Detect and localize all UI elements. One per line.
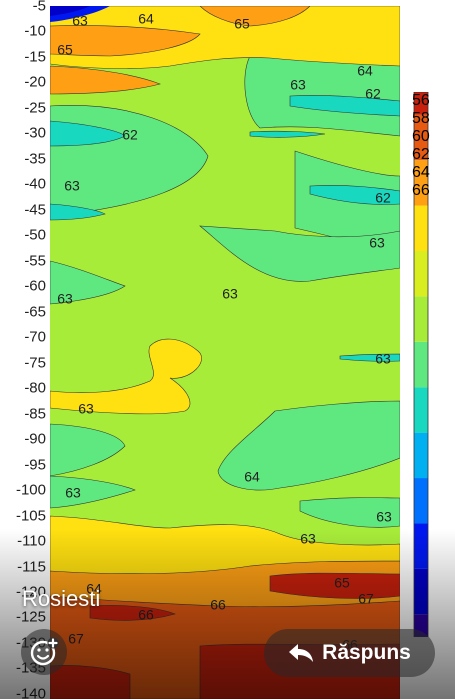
y-tick-label: -5 <box>32 0 46 15</box>
y-tick-label: -90 <box>24 430 46 448</box>
contour-label: 64 <box>357 63 373 79</box>
region-61-62 <box>339 353 400 362</box>
contour-label: 63 <box>64 178 80 194</box>
region-65-66 <box>50 65 161 95</box>
contour-label: 62 <box>122 127 138 143</box>
region-low-corner <box>50 6 90 16</box>
contour-label: 63 <box>290 77 306 93</box>
y-tick-label: -15 <box>24 48 46 66</box>
colorbar-segment <box>414 387 428 433</box>
region-61-62 <box>289 95 400 117</box>
colorbar-segment <box>414 250 428 297</box>
add-reaction-icon <box>30 637 59 666</box>
y-tick-label: -65 <box>24 303 46 321</box>
region-62-63 <box>294 150 400 257</box>
region-65-66 <box>199 6 311 27</box>
y-tick-label: -115 <box>17 558 46 575</box>
region-61-62 <box>50 203 106 221</box>
y-tick-label: -35 <box>24 150 46 168</box>
y-tick-label: -80 <box>24 379 46 397</box>
location-tag[interactable]: Rosiesti <box>22 586 101 611</box>
contour-plot: 63 64 656564636262636263636363636463636364… <box>50 6 400 699</box>
colorbar-tick-label: 56 <box>412 92 430 109</box>
region-62-63 <box>299 497 400 528</box>
reply-arrow-icon <box>289 644 314 662</box>
reply-label: Răspuns <box>322 641 411 664</box>
contour-label: 65 <box>334 575 350 591</box>
contour-label: 62 <box>365 86 381 102</box>
colorbar-segment <box>414 341 428 388</box>
region-65-66 <box>50 25 201 57</box>
colorbar-tick-label: 58 <box>412 110 430 127</box>
contour-label: 63 <box>369 235 385 251</box>
y-tick-label: -40 <box>24 175 46 193</box>
region-61-62 <box>249 130 326 138</box>
contour-label: 63 <box>65 485 81 501</box>
y-tick-label: -100 <box>15 481 46 499</box>
region-64-65 <box>50 338 202 415</box>
y-tick-label: -110 <box>17 532 46 550</box>
y-tick-label: -55 <box>24 252 46 270</box>
colorbar-ticks: 56 58 60 62 64 66 <box>412 92 455 637</box>
y-tick-label: -50 <box>24 226 46 244</box>
colorbar-tick-label: 64 <box>412 164 430 181</box>
colorbar-outline <box>413 92 429 637</box>
contour-label: 63 <box>375 351 391 367</box>
y-tick-label: -140 <box>15 685 46 699</box>
y-tick-label: -70 <box>24 328 46 346</box>
y-tick-label: -75 <box>24 354 46 372</box>
y-tick-label: -20 <box>24 73 46 91</box>
colorbar-segment <box>414 478 428 524</box>
contour-label: 63 <box>57 291 73 307</box>
region-61-62 <box>309 185 400 205</box>
contour-label: 66 <box>210 597 226 613</box>
y-tick-label: -95 <box>24 456 46 474</box>
contour-label: 65 <box>57 42 73 58</box>
colorbar-segment <box>414 160 428 206</box>
contour-label: 65 <box>234 16 250 32</box>
contour-label: 64 <box>138 11 154 27</box>
y-tick-label: -60 <box>24 277 46 295</box>
colorbar-tick-label: 62 <box>412 146 430 163</box>
colorbar-segment <box>414 114 428 161</box>
y-tick-label: -105 <box>15 507 46 525</box>
colorbar-tick-label: 60 <box>412 128 430 145</box>
contour-label: 66 <box>138 607 154 623</box>
contour-label: 63 <box>78 401 94 417</box>
region-62-63 <box>50 423 126 477</box>
y-tick-label: -10 <box>24 22 46 40</box>
colorbar-segment <box>414 296 428 342</box>
contour-label: 67 <box>68 631 84 647</box>
add-reaction-button[interactable] <box>21 629 67 675</box>
region-62-63 <box>217 400 400 491</box>
colorbar-segment <box>414 205 428 251</box>
contour-label: 64 <box>244 469 260 485</box>
y-tick-label: -30 <box>24 124 46 142</box>
contour-label: 63 <box>222 286 238 302</box>
contour-label: 63 <box>376 509 392 525</box>
contour-label: 63 <box>300 531 316 547</box>
colorbar-segment <box>414 92 428 115</box>
region-61-62 <box>50 120 126 147</box>
contour-label: 67 <box>358 591 374 607</box>
y-tick-label: -85 <box>24 405 46 423</box>
y-tick-label: -25 <box>24 99 46 117</box>
reply-button[interactable]: Răspuns <box>264 629 435 677</box>
contour-label: 62 <box>375 190 391 206</box>
colorbar-tick-label: 66 <box>412 182 430 199</box>
region-62-63 <box>50 475 136 509</box>
contour-label: 63 <box>72 13 88 29</box>
region-62-63 <box>50 260 126 305</box>
colorbar-segment <box>414 432 428 479</box>
region-62-63 <box>199 225 400 282</box>
y-tick-label: -45 <box>24 201 46 219</box>
